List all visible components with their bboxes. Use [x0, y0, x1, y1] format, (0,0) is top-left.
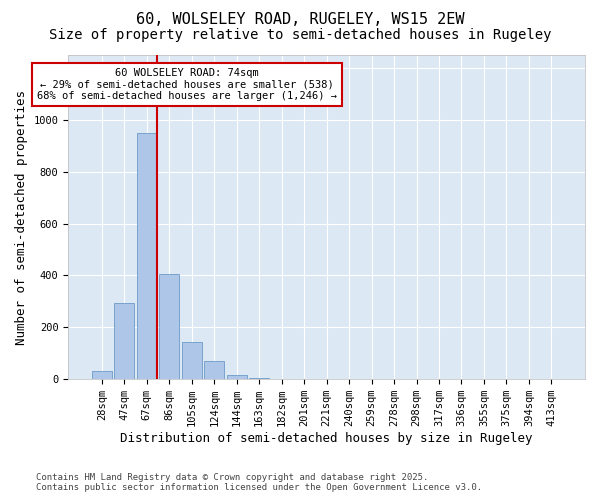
- Text: 60, WOLSELEY ROAD, RUGELEY, WS15 2EW: 60, WOLSELEY ROAD, RUGELEY, WS15 2EW: [136, 12, 464, 28]
- Bar: [137, 133, 157, 379]
- Text: 60 WOLSELEY ROAD: 74sqm
← 29% of semi-detached houses are smaller (538)
68% of s: 60 WOLSELEY ROAD: 74sqm ← 29% of semi-de…: [37, 68, 337, 101]
- X-axis label: Distribution of semi-detached houses by size in Rugeley: Distribution of semi-detached houses by …: [121, 432, 533, 445]
- Bar: [204, 361, 224, 379]
- Bar: [182, 342, 202, 379]
- Bar: [249, 378, 269, 379]
- Bar: [114, 302, 134, 379]
- Bar: [92, 372, 112, 379]
- Bar: [227, 376, 247, 379]
- Y-axis label: Number of semi-detached properties: Number of semi-detached properties: [15, 90, 28, 344]
- Bar: [159, 274, 179, 379]
- Text: Contains HM Land Registry data © Crown copyright and database right 2025.
Contai: Contains HM Land Registry data © Crown c…: [36, 473, 482, 492]
- Text: Size of property relative to semi-detached houses in Rugeley: Size of property relative to semi-detach…: [49, 28, 551, 42]
